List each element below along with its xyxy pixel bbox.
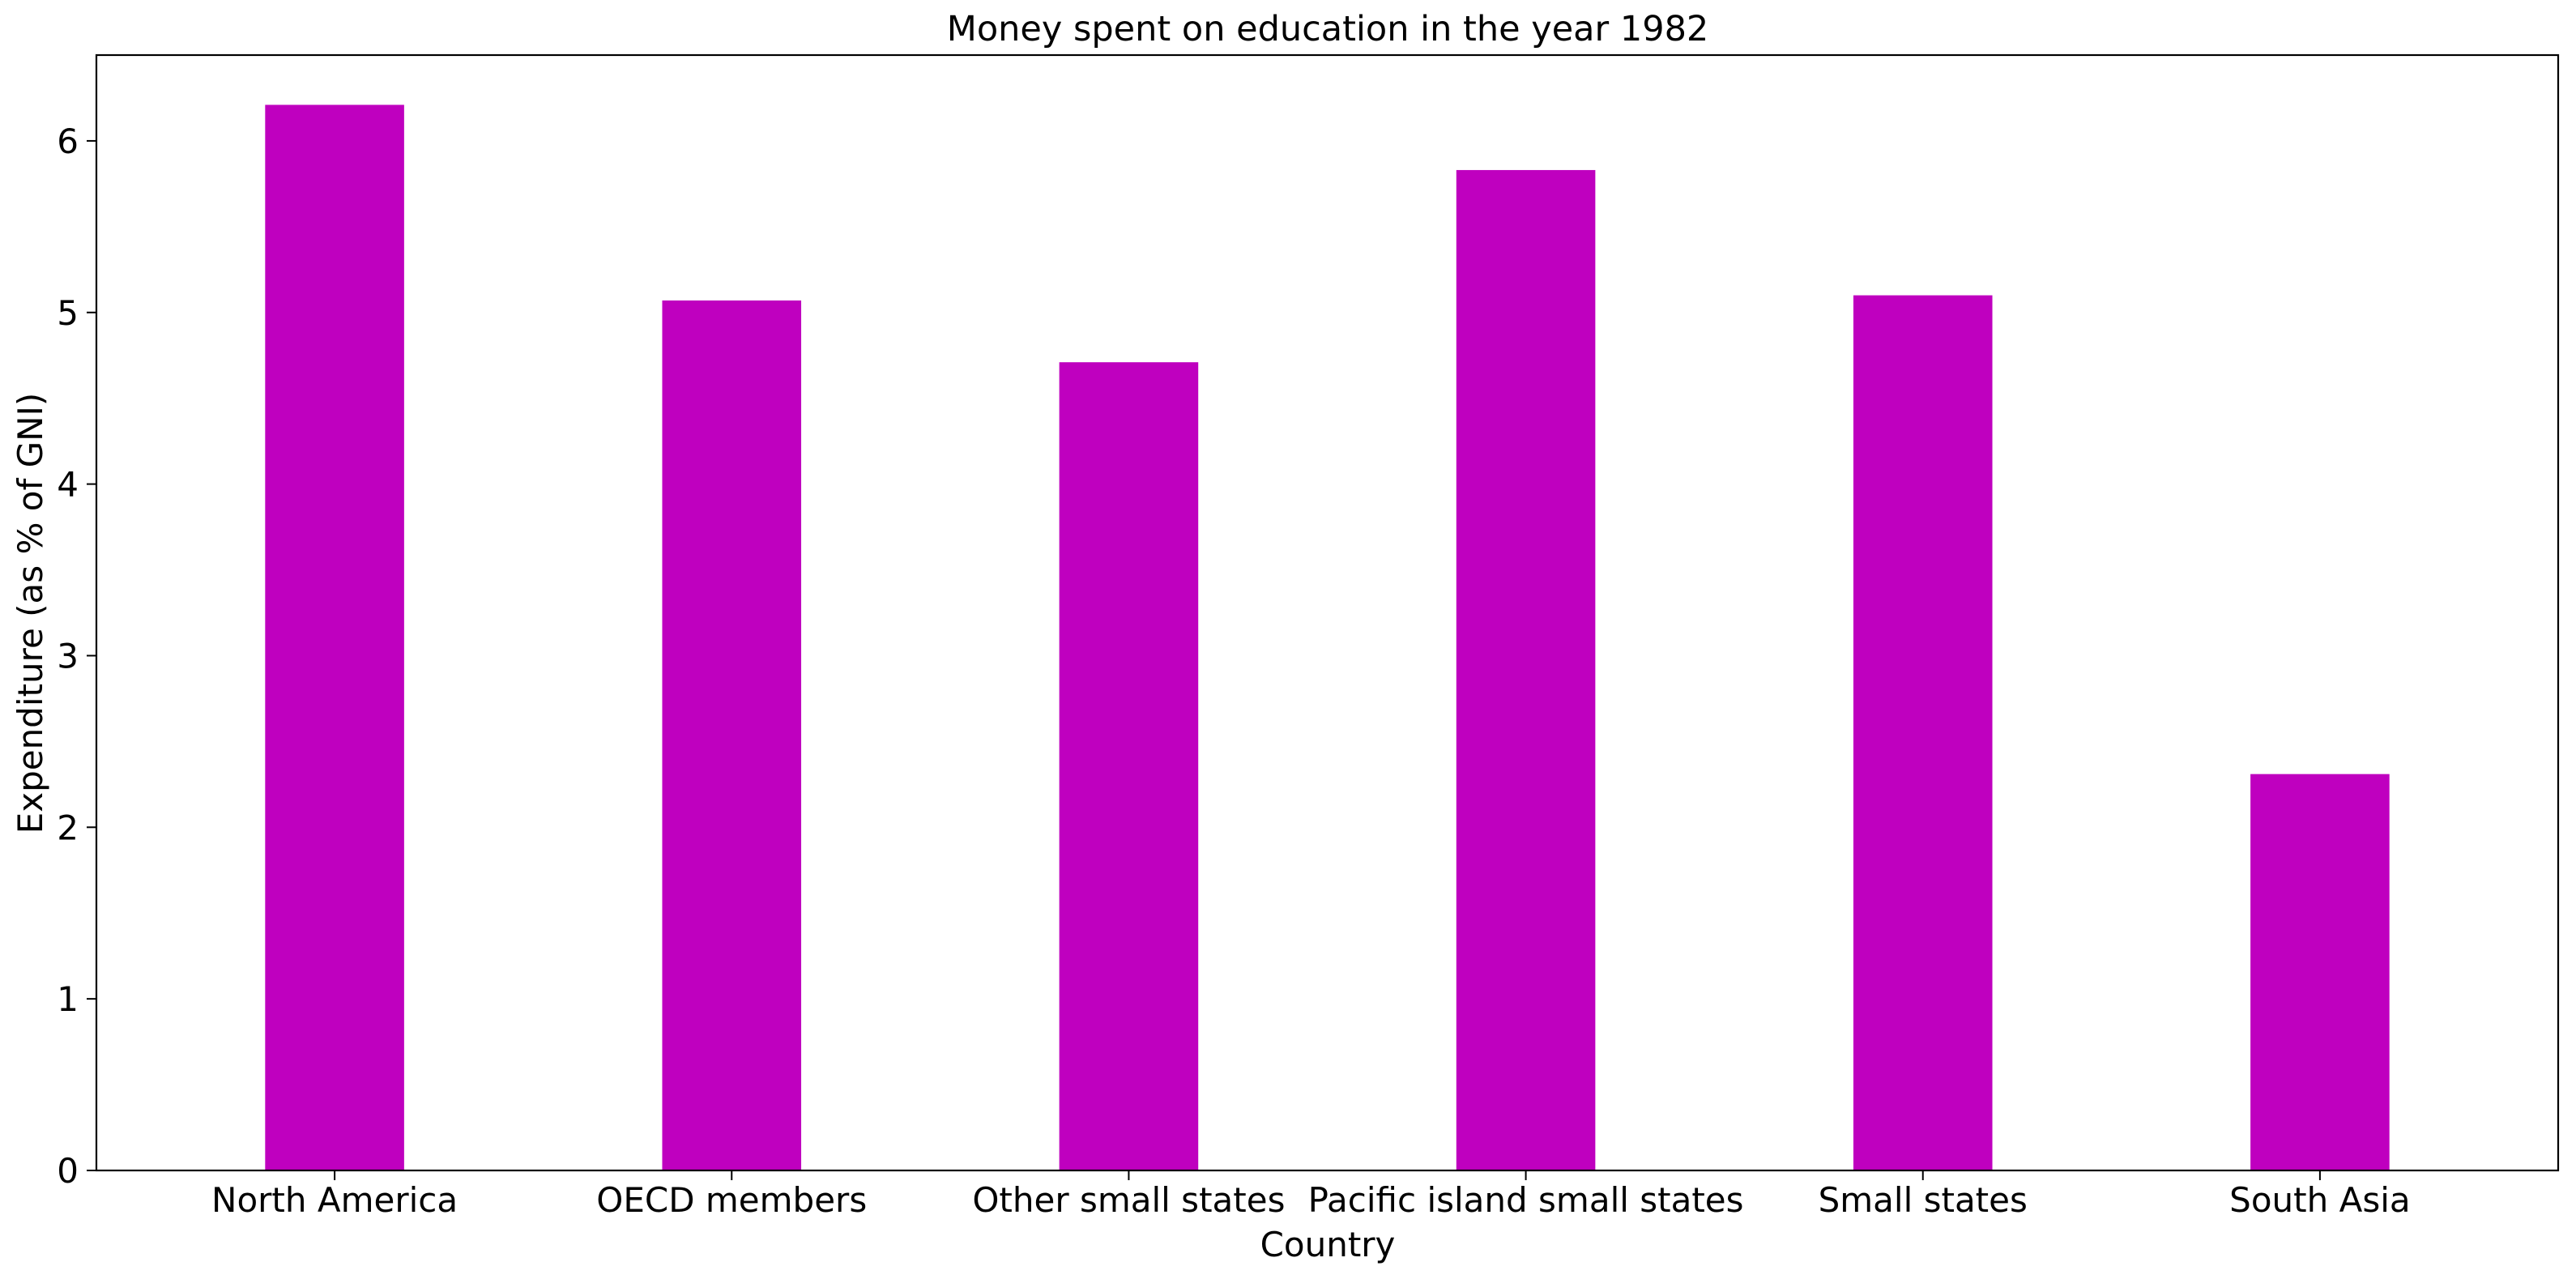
y-tick-label: 0 [57,1151,79,1191]
plot-area-frame [95,53,2560,1172]
y-axis-title: Expenditure (as % of GNI) [11,393,50,834]
y-tick-label: 6 [57,122,79,161]
y-tick-label: 5 [57,293,79,333]
y-tick-label: 4 [57,465,79,505]
x-tick-label: North America [211,1180,458,1220]
bar-small-states [1853,295,1993,1171]
x-axis-title: Country [1260,1225,1396,1264]
x-tick-label: Pacific island small states [1308,1180,1744,1220]
y-tick-label: 1 [57,979,79,1019]
x-axis: North America OECD members Other small sta… [211,1170,2411,1220]
bar-oecd-members [662,300,802,1171]
y-axis: 0 1 2 3 4 5 6 [57,122,96,1191]
bars-layer [265,104,2390,1171]
y-tick-label: 3 [57,636,79,676]
chart-title: Money spent on education in the year 198… [947,9,1709,49]
bar-south-asia [2250,774,2390,1170]
x-tick-label: Other small states [972,1180,1285,1220]
bar-north-america [265,104,404,1170]
x-tick-label: South Asia [2229,1180,2410,1220]
bar-pacific-island-small-states [1456,169,1596,1171]
bar-other-small-states [1059,362,1199,1171]
x-tick-label: Small states [1819,1180,2028,1220]
y-tick-label: 2 [57,808,79,847]
x-tick-label: OECD members [596,1180,867,1220]
